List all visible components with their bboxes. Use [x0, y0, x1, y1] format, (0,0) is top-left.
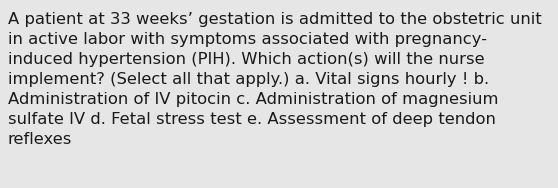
Text: A patient at 33 weeks’ gestation is admitted to the obstetric unit
in active lab: A patient at 33 weeks’ gestation is admi… — [8, 12, 542, 147]
